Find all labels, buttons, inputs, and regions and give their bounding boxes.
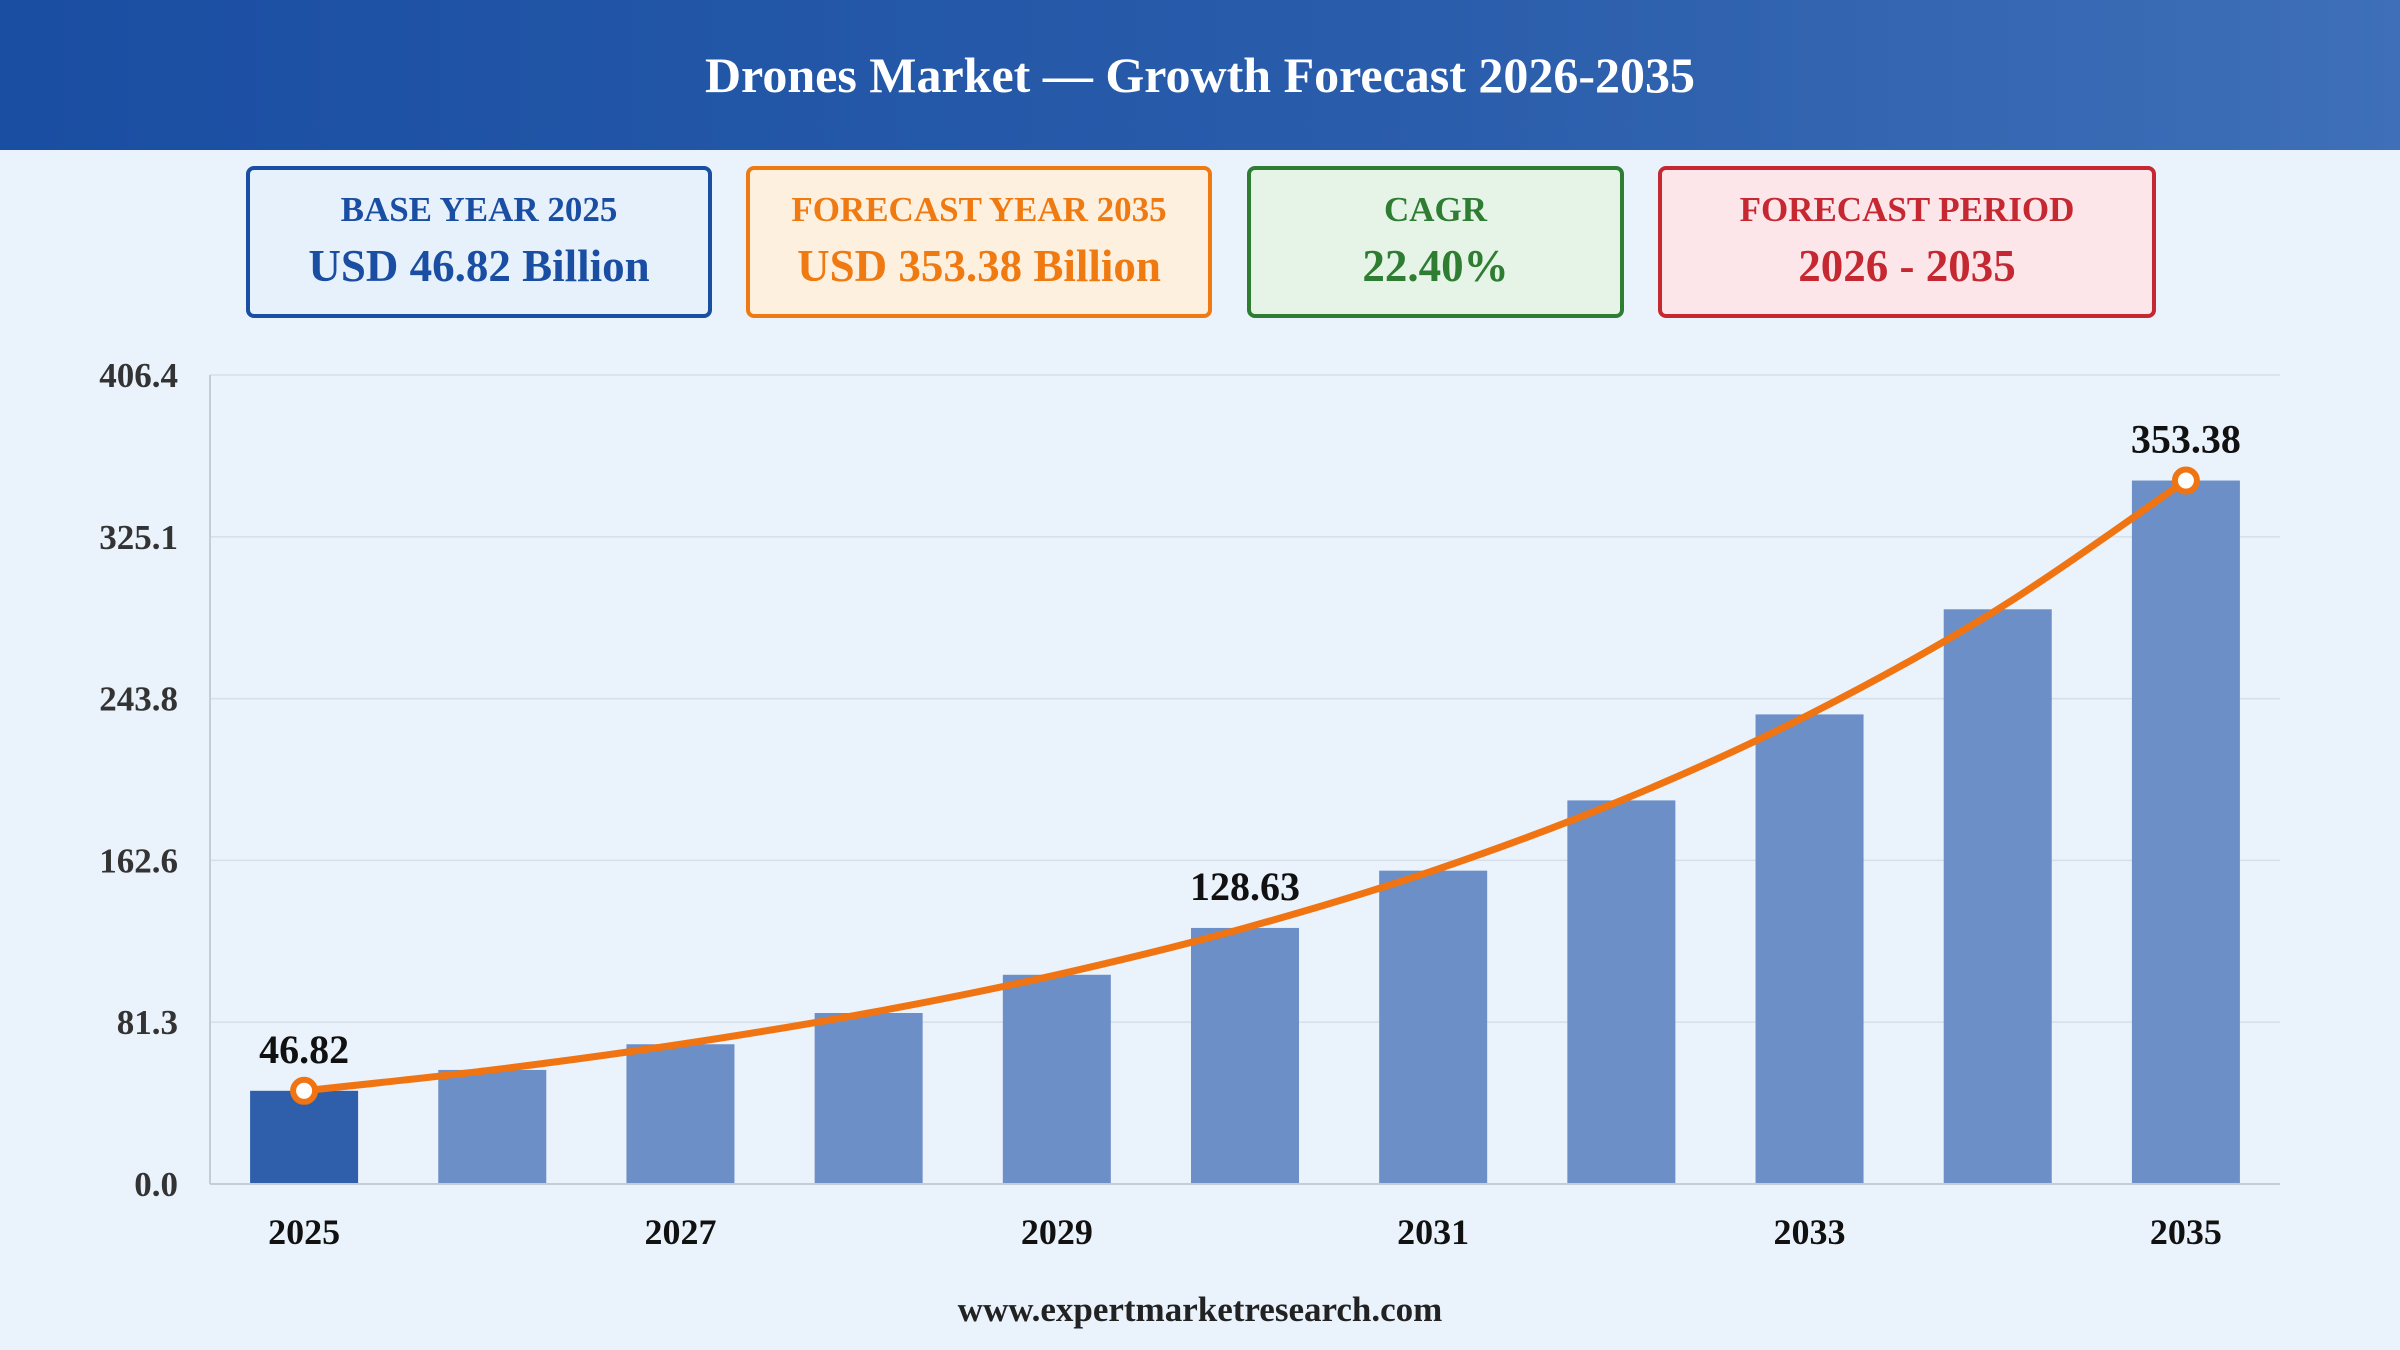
x-tick-label: 2031 — [1397, 1212, 1469, 1252]
kpi-value: 2026 - 2035 — [1798, 240, 2016, 291]
header-banner: Drones Market — Growth Forecast 2026-203… — [0, 0, 2400, 150]
trend-line — [300, 477, 2190, 1095]
y-tick-label: 243.8 — [99, 680, 178, 719]
x-tick-label: 2029 — [1021, 1212, 1093, 1252]
y-tick-label: 81.3 — [117, 1003, 178, 1042]
x-tick-label: 2027 — [644, 1212, 716, 1252]
data-label-2035: 353.38 — [2131, 417, 2241, 462]
bar-2025 — [250, 1090, 359, 1184]
bar-2029 — [1002, 974, 1111, 1184]
kpi-base-year: BASE YEAR 2025 USD 46.82 Billion — [246, 166, 712, 318]
x-tick-label: 2025 — [268, 1212, 340, 1252]
bar-2031 — [1379, 870, 1488, 1184]
source-footer: www.expertmarketresearch.com — [957, 1290, 1443, 1329]
kpi-label: BASE YEAR 2025 — [340, 189, 618, 229]
kpi-forecast-period: FORECAST PERIOD 2026 - 2035 — [1658, 166, 2156, 318]
kpi-label: FORECAST PERIOD — [1739, 189, 2075, 229]
y-tick-label: 325.1 — [99, 518, 178, 557]
kpi-label: FORECAST YEAR 2035 — [791, 189, 1167, 229]
data-label-2030: 128.63 — [1190, 864, 1300, 909]
trend-marker-2035 — [2171, 466, 2200, 495]
trend-marker-2025 — [290, 1076, 319, 1105]
kpi-value: USD 46.82 Billion — [308, 240, 650, 291]
y-tick-label: 162.6 — [99, 841, 178, 880]
page-title: Drones Market — Growth Forecast 2026-203… — [704, 47, 1696, 103]
bar-2027 — [626, 1044, 735, 1184]
kpi-value: 22.40% — [1362, 240, 1509, 291]
kpi-cagr: CAGR 22.40% — [1247, 166, 1624, 318]
bar-2034 — [1943, 609, 2052, 1184]
x-tick-label: 2033 — [1774, 1212, 1846, 1252]
bar-2026 — [438, 1069, 547, 1184]
kpi-label: CAGR — [1383, 189, 1488, 229]
kpi-forecast-year: FORECAST YEAR 2035 USD 353.38 Billion — [746, 166, 1212, 318]
y-tick-label: 0.0 — [134, 1165, 178, 1204]
bar-2032 — [1567, 800, 1676, 1184]
x-tick-label: 2035 — [2150, 1212, 2222, 1252]
bar-2028 — [814, 1013, 923, 1184]
y-tick-label: 406.4 — [99, 356, 178, 395]
kpi-value: USD 353.38 Billion — [797, 240, 1161, 291]
bar-2035 — [2131, 480, 2240, 1184]
data-label-2025: 46.82 — [259, 1027, 349, 1072]
bar-2030 — [1191, 927, 1299, 1184]
bar-2033 — [1755, 714, 1864, 1184]
